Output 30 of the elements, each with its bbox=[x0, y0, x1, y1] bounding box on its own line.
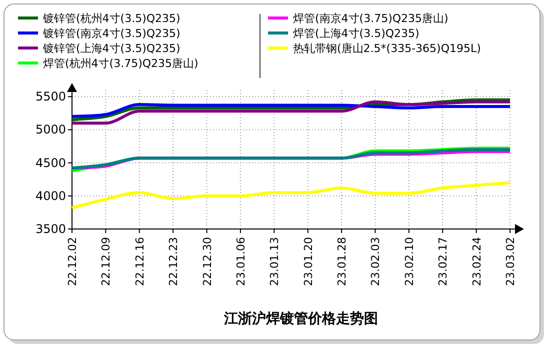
legend-label: 焊管(杭州4寸(3.75)Q235唐山) bbox=[43, 57, 198, 70]
legend-label: 镀锌管(杭州4寸(3.5)Q235) bbox=[42, 12, 180, 25]
x-tick-label: 23.02.10 bbox=[402, 237, 416, 286]
line-series bbox=[70, 100, 512, 125]
y-tick-label: 3500 bbox=[35, 222, 66, 236]
y-tick-label: 4000 bbox=[35, 188, 66, 203]
x-tick-label: 22.12.09 bbox=[100, 237, 113, 286]
legend-label: 焊管(南京4寸(3.75)Q235唐山) bbox=[293, 12, 448, 25]
y-tick-label: 5500 bbox=[35, 90, 66, 104]
x-tick-label: 22.12.16 bbox=[133, 237, 146, 286]
x-tick-label: 23.02.17 bbox=[436, 237, 450, 286]
x-tick-label: 22.12.30 bbox=[200, 237, 214, 286]
x-tick-label: 23.01.13 bbox=[268, 237, 282, 286]
x-tick-label: 22.12.23 bbox=[167, 237, 180, 286]
x-tick-label: 23.01.28 bbox=[336, 237, 349, 286]
x-tick-label: 23.03.02 bbox=[504, 237, 517, 286]
x-tick-label: 22.12.02 bbox=[66, 237, 79, 286]
x-tick-label: 23.01.06 bbox=[234, 237, 248, 286]
line-series bbox=[70, 181, 512, 210]
x-tick-label: 23.02.03 bbox=[369, 237, 382, 286]
x-tick-label: 23.02.24 bbox=[470, 237, 484, 286]
y-tick-label: 5000 bbox=[35, 122, 66, 137]
x-tick-label: 23.01.20 bbox=[302, 237, 315, 286]
y-tick-label: 4500 bbox=[35, 156, 66, 170]
legend-label: 热轧带钢(唐山2.5*(335-365)Q195L) bbox=[293, 42, 481, 55]
legend-label: 焊管(上海4寸(3.5)Q235) bbox=[293, 27, 420, 40]
line-series bbox=[70, 103, 512, 118]
text: 江浙沪焊镀管价格走势图 bbox=[223, 310, 378, 327]
legend-label: 镀锌管(南京4寸(3.5)Q235) bbox=[42, 27, 180, 40]
legend-label: 镀锌管(上海4寸(3.5)Q235) bbox=[42, 42, 180, 55]
